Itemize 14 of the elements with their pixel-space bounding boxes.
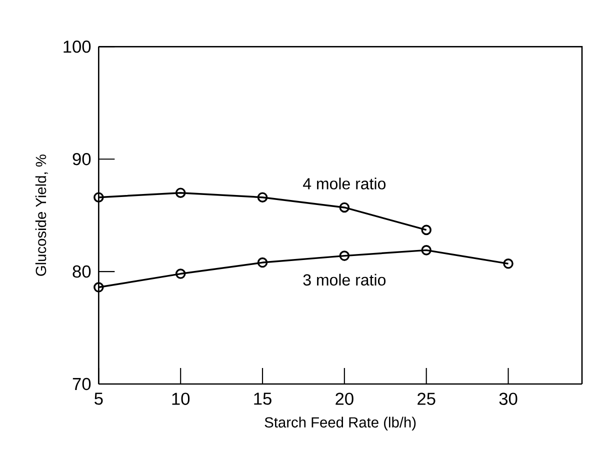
series-label: 4 mole ratio — [303, 178, 386, 190]
y-tick-label: 100 — [64, 40, 91, 53]
y-tick-label: 70 — [72, 378, 91, 390]
x-tick-label: 5 — [94, 392, 103, 405]
y-tick-label: 90 — [72, 152, 91, 166]
x-tick-label: 30 — [499, 392, 518, 405]
x-axis-title: Starch Feed Rate (lb/h) — [264, 416, 416, 430]
x-tick-label: 20 — [336, 392, 354, 405]
x-tick-label: 25 — [418, 392, 436, 405]
y-axis-title: Glucoside Yield, % — [35, 154, 48, 276]
series-label: 3 mole ratio — [303, 274, 386, 286]
y-tick-label: 80 — [72, 265, 91, 278]
x-tick-label: 10 — [172, 392, 190, 405]
x-tick-label: 15 — [254, 392, 272, 405]
